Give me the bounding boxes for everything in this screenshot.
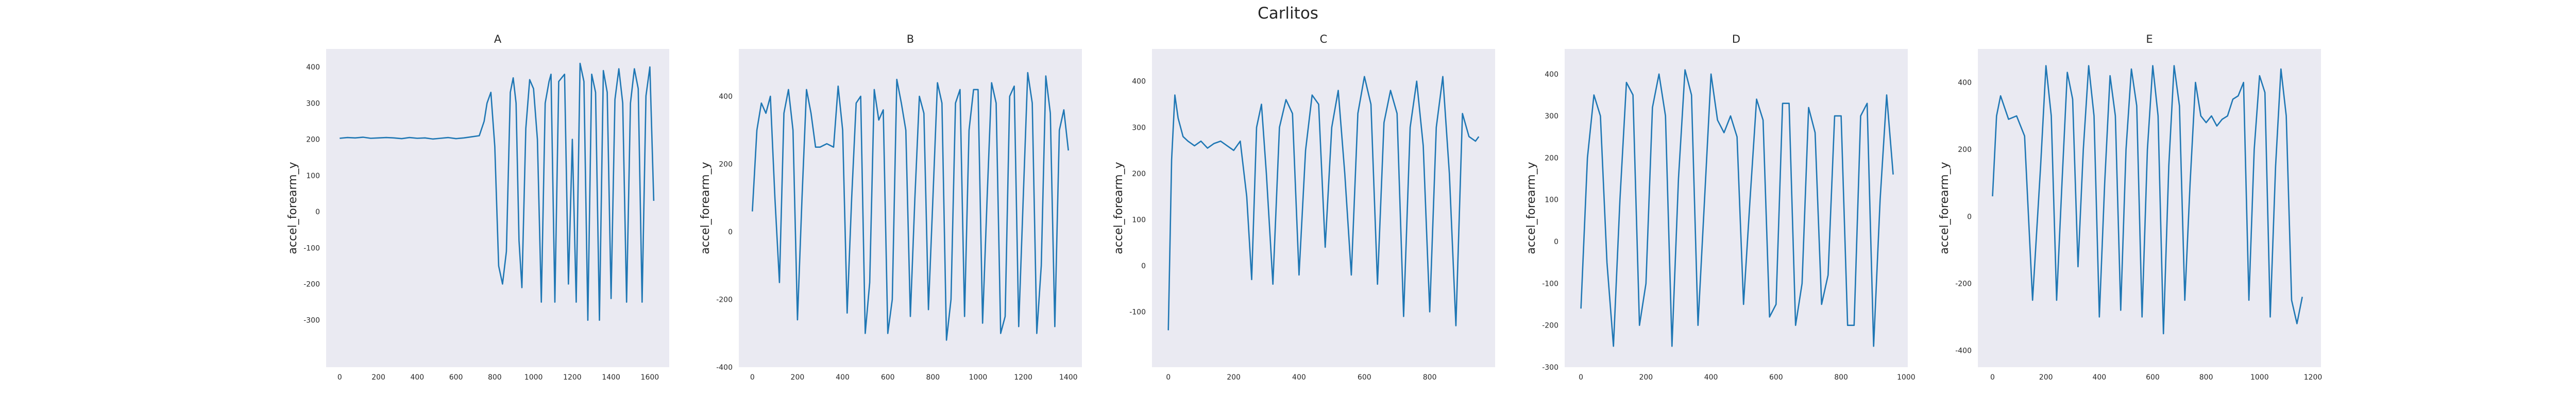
- x-tick-label: 200: [2039, 373, 2053, 382]
- x-tick-label: 0: [337, 373, 342, 382]
- x-tick-label: 400: [2092, 373, 2106, 382]
- y-axis-label: accel_forearm_y: [699, 162, 712, 254]
- x-tick-label: 600: [881, 373, 895, 382]
- x-tick-label: 800: [1423, 373, 1437, 382]
- y-tick-label: 0: [1967, 213, 1972, 221]
- x-tick-label: 800: [488, 373, 502, 382]
- x-tick-label: 1000: [1897, 373, 1916, 382]
- x-tick-label: 0: [750, 373, 755, 382]
- y-tick-label: 100: [306, 172, 320, 180]
- x-tick-label: 1200: [1014, 373, 1032, 382]
- y-tick-label: 300: [1132, 124, 1146, 132]
- x-tick-label: 600: [2146, 373, 2160, 382]
- x-tick-label: 1000: [2250, 373, 2269, 382]
- y-tick-label: -200: [1542, 322, 1558, 330]
- y-tick-label: 300: [306, 99, 320, 108]
- y-tick-label: 200: [719, 161, 733, 169]
- x-tick-label: 1200: [2304, 373, 2323, 382]
- subplot-title: E: [2146, 33, 2153, 45]
- x-tick-label: 400: [836, 373, 850, 382]
- y-tick-label: 0: [1141, 262, 1146, 270]
- y-tick-label: 100: [1545, 196, 1558, 204]
- x-tick-label: 200: [791, 373, 805, 382]
- y-axis-label: accel_forearm_y: [1112, 162, 1125, 254]
- y-tick-label: 400: [1545, 71, 1558, 79]
- x-tick-label: 1000: [524, 373, 543, 382]
- x-tick-label: 1000: [969, 373, 988, 382]
- x-tick-label: 600: [1769, 373, 1783, 382]
- y-tick-label: -300: [303, 317, 320, 325]
- series-line-C: [1167, 76, 1480, 331]
- y-tick-label: 200: [1132, 170, 1146, 178]
- y-tick-label: -200: [303, 280, 320, 288]
- y-tick-label: -100: [1129, 308, 1146, 317]
- y-tick-label: -100: [303, 244, 320, 252]
- x-tick-label: 400: [1704, 373, 1718, 382]
- y-axis-label: accel_forearm_y: [1525, 162, 1538, 254]
- y-tick-label: 400: [719, 93, 733, 101]
- y-tick-label: -200: [1955, 280, 1972, 288]
- series-line-A: [340, 62, 655, 321]
- figure-title: Carlitos: [1258, 4, 1318, 23]
- x-tick-label: 400: [1292, 373, 1306, 382]
- x-tick-label: 200: [371, 373, 385, 382]
- x-tick-label: 800: [1834, 373, 1848, 382]
- x-tick-label: 1200: [563, 373, 582, 382]
- y-tick-label: 400: [1958, 79, 1972, 87]
- x-tick-label: 400: [410, 373, 424, 382]
- x-tick-label: 1600: [641, 373, 659, 382]
- y-axis-label: accel_forearm_y: [1938, 162, 1951, 254]
- series-line-D: [1580, 69, 1894, 347]
- y-tick-label: -100: [1542, 280, 1558, 288]
- x-tick-label: 200: [1639, 373, 1653, 382]
- y-tick-label: -200: [716, 296, 733, 304]
- x-tick-label: 200: [1227, 373, 1241, 382]
- y-tick-label: 200: [1545, 154, 1558, 162]
- plot-area: [739, 49, 1082, 367]
- y-tick-label: 200: [306, 136, 320, 144]
- series-line-B: [752, 72, 1069, 341]
- y-tick-label: -300: [1542, 364, 1558, 372]
- x-tick-label: 1400: [602, 373, 620, 382]
- x-tick-label: 1400: [1059, 373, 1078, 382]
- y-tick-label: 400: [1132, 78, 1146, 86]
- y-tick-label: -400: [716, 364, 733, 372]
- y-tick-label: 0: [1554, 238, 1558, 246]
- x-tick-label: 600: [1358, 373, 1371, 382]
- subplot-title: D: [1732, 33, 1740, 45]
- x-tick-label: 600: [449, 373, 463, 382]
- x-tick-label: 0: [1166, 373, 1171, 382]
- x-tick-label: 800: [2199, 373, 2213, 382]
- x-tick-label: 0: [1579, 373, 1583, 382]
- subplot-title: B: [907, 33, 914, 45]
- y-tick-label: 0: [315, 208, 320, 216]
- y-tick-label: 200: [1958, 146, 1972, 154]
- plot-area: [1978, 49, 2321, 367]
- y-tick-label: 400: [306, 63, 320, 72]
- series-line-E: [1992, 65, 2303, 335]
- x-tick-label: 0: [1990, 373, 1995, 382]
- y-tick-label: 300: [1545, 112, 1558, 121]
- y-tick-label: -400: [1955, 347, 1972, 355]
- y-axis-label: accel_forearm_y: [286, 162, 299, 254]
- plot-area: [326, 49, 669, 367]
- y-tick-label: 0: [728, 228, 733, 236]
- plot-area: [1565, 49, 1908, 367]
- subplot-title: A: [494, 33, 502, 45]
- subplot-title: C: [1320, 33, 1328, 45]
- y-tick-label: 100: [1132, 216, 1146, 224]
- x-tick-label: 800: [926, 373, 940, 382]
